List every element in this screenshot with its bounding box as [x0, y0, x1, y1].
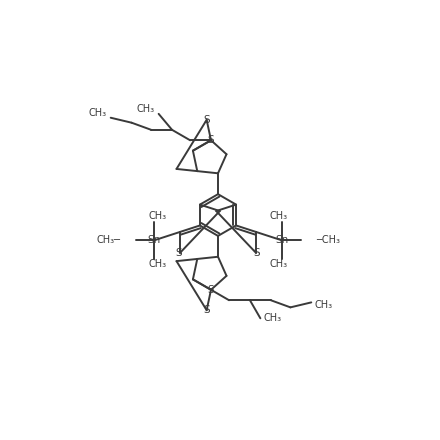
Text: S: S — [208, 135, 214, 145]
Text: CH₃: CH₃ — [137, 104, 155, 114]
Text: CH₃: CH₃ — [314, 301, 332, 310]
Text: ─CH₃: ─CH₃ — [315, 235, 340, 245]
Text: Sn: Sn — [275, 235, 288, 245]
Text: CH₃: CH₃ — [270, 259, 288, 269]
Text: CH₃─: CH₃─ — [96, 235, 121, 245]
Text: Sn: Sn — [148, 235, 161, 245]
Text: CH₃: CH₃ — [89, 108, 107, 118]
Text: CH₃: CH₃ — [270, 211, 288, 221]
Text: S: S — [203, 115, 210, 125]
Text: S: S — [203, 305, 210, 315]
Text: S: S — [176, 248, 183, 258]
Text: CH₃: CH₃ — [148, 259, 166, 269]
Text: S: S — [208, 285, 214, 295]
Text: S: S — [253, 248, 260, 258]
Text: CH₃: CH₃ — [148, 211, 166, 221]
Text: CH₃: CH₃ — [263, 313, 281, 323]
